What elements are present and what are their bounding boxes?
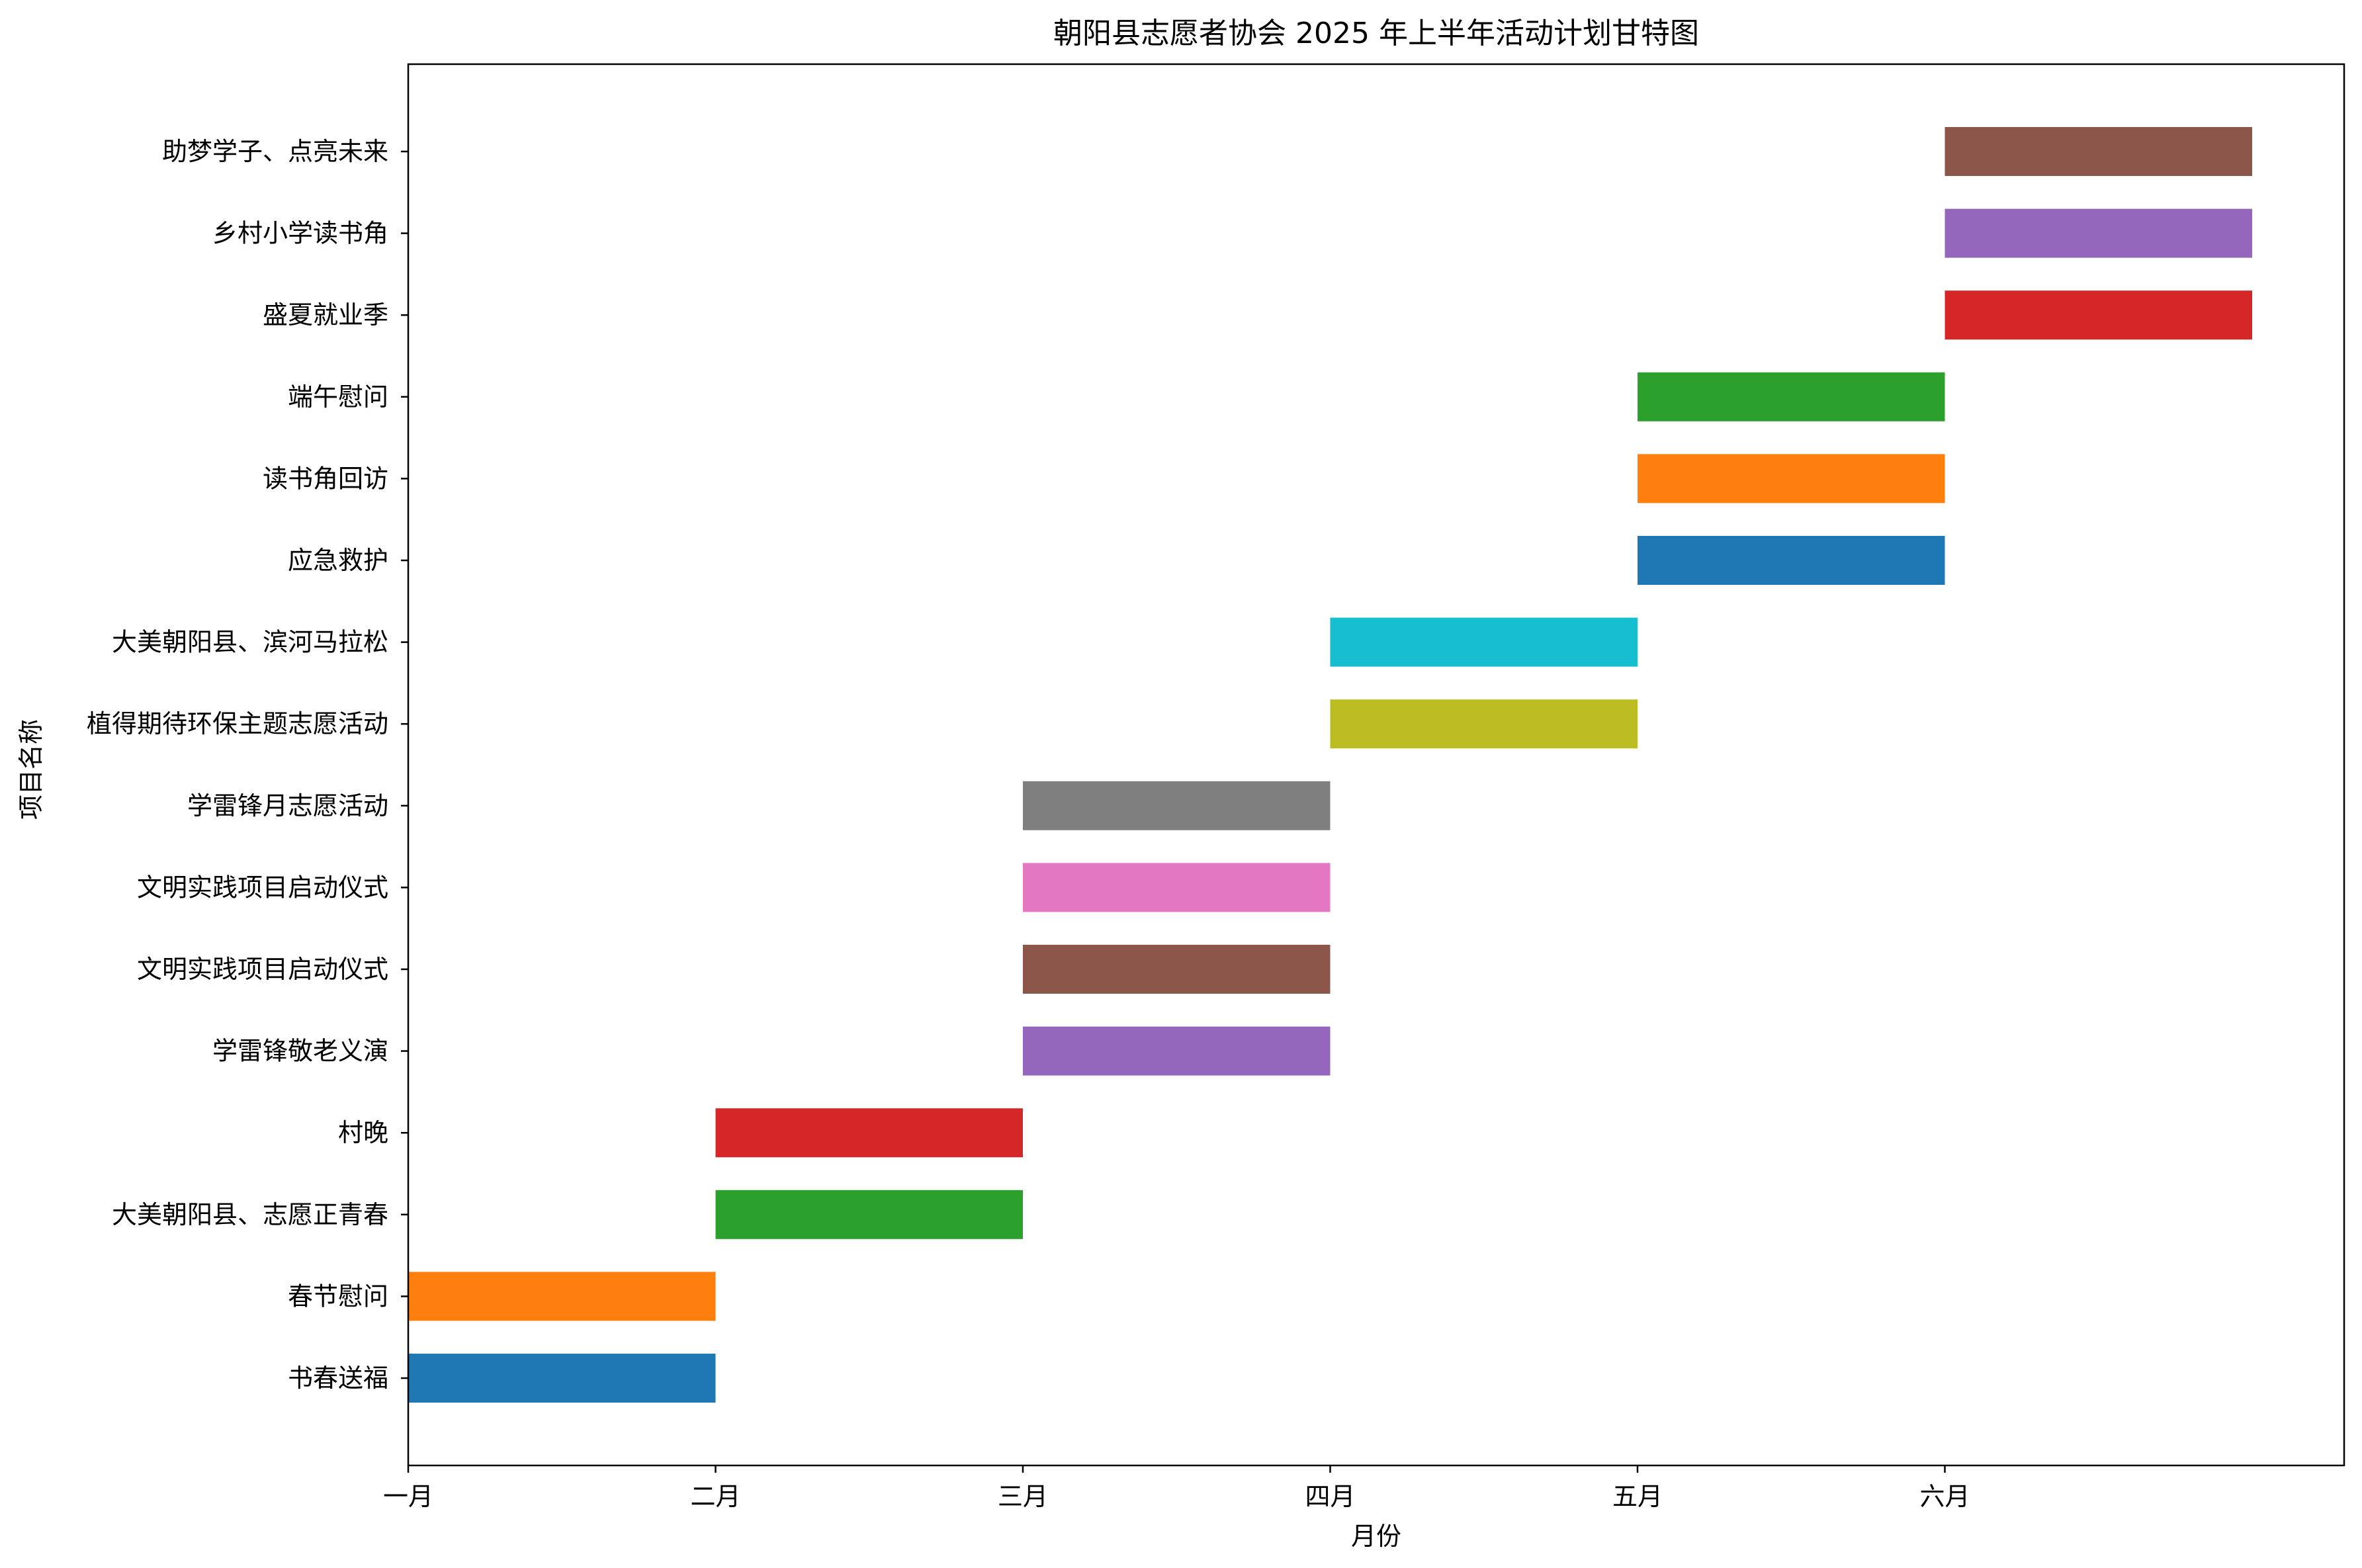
y-tick-label: 大美朝阳县、志愿正青春 (112, 1200, 388, 1229)
gantt-bar (1330, 699, 1638, 749)
gantt-bar (715, 1190, 1023, 1239)
gantt-bar (408, 1272, 716, 1321)
x-tick-layer: 一月 二月 三月 四月 五月 六月 (383, 1465, 1970, 1511)
x-tick-label: 三月 (998, 1482, 1048, 1511)
y-tick-label: 村晚 (338, 1118, 388, 1147)
y-tick-label: 文明实践项目启动仪式 (137, 873, 388, 902)
gantt-bar (1330, 617, 1638, 667)
y-tick-label: 书春送福 (288, 1364, 388, 1393)
gantt-bar (408, 1354, 716, 1403)
chart-title: 朝阳县志愿者协会 2025 年上半年活动计划甘特图 (1053, 17, 1699, 50)
x-tick-label: 一月 (383, 1482, 433, 1511)
gantt-bar (1023, 945, 1331, 994)
gantt-bar (1945, 208, 2252, 258)
gantt-bar (1638, 536, 1945, 585)
gantt-bar (1945, 127, 2252, 176)
gantt-bar (1638, 454, 1945, 503)
y-tick-label: 春节慰问 (288, 1282, 388, 1311)
y-tick-label: 助梦学子、点亮未来 (162, 137, 388, 166)
bars-layer (408, 127, 2252, 1403)
gantt-bar (1945, 290, 2252, 340)
y-tick-label: 乡村小学读书角 (212, 219, 388, 248)
y-tick-label: 植得期待环保主题志愿活动 (87, 709, 388, 738)
gantt-bar (1023, 781, 1331, 830)
y-tick-label: 盛夏就业季 (263, 300, 388, 329)
y-axis-label: 项目名称 (17, 719, 46, 820)
y-tick-label: 大美朝阳县、滨河马拉松 (112, 628, 388, 657)
y-tick-layer: 书春送福 春节慰问 大美朝阳县、志愿正青春 村晚 学雷锋敬老义演 文明实践项目启动仪式文明… (87, 137, 408, 1393)
y-tick-label: 文明实践项目启动仪式 (137, 955, 388, 984)
plot-frame (407, 63, 2345, 1467)
y-tick-label: 读书角回访 (263, 464, 388, 493)
y-tick-label: 端午慰问 (288, 382, 388, 412)
x-tick-label: 二月 (690, 1482, 740, 1511)
x-tick-label: 五月 (1612, 1482, 1663, 1511)
x-axis-label: 月份 (1351, 1522, 1401, 1551)
y-tick-label: 学雷锋敬老义演 (212, 1037, 388, 1066)
y-tick-label: 应急救护 (288, 546, 388, 575)
x-tick-label: 六月 (1919, 1482, 1970, 1511)
gantt-bar (1638, 372, 1945, 421)
x-tick-label: 四月 (1305, 1482, 1355, 1511)
gantt-bar (1023, 1026, 1331, 1076)
gantt-bar (1023, 863, 1331, 912)
gantt-bar (715, 1108, 1023, 1158)
y-tick-label: 学雷锋月志愿活动 (187, 791, 388, 820)
